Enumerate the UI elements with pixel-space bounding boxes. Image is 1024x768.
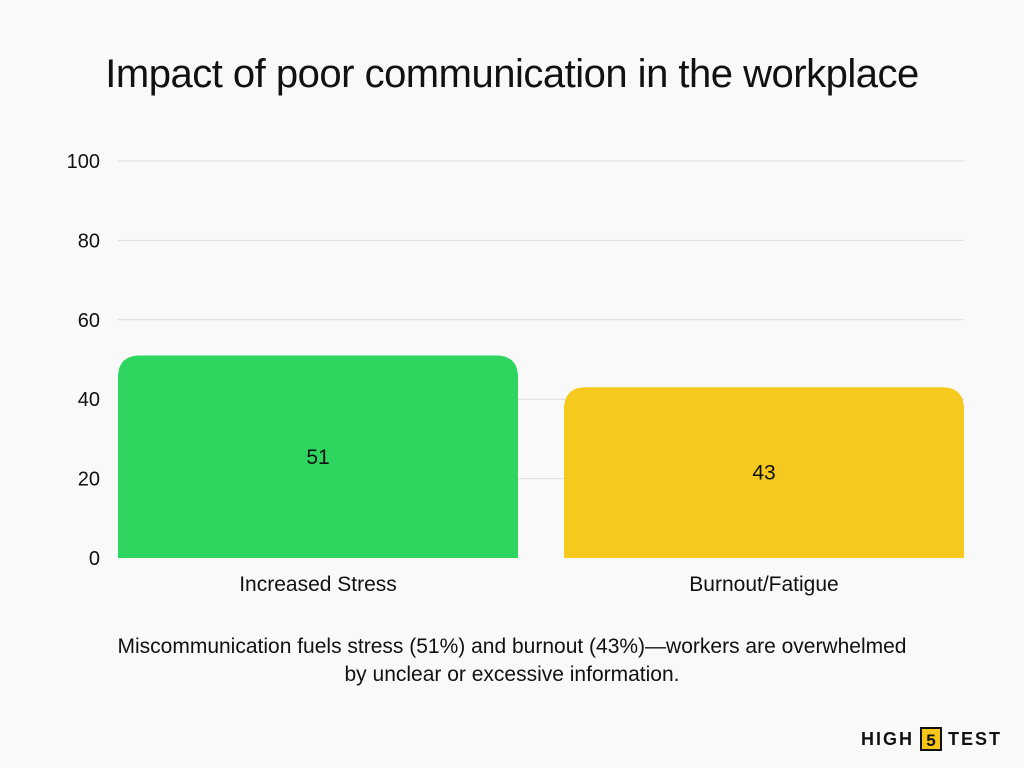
chart-title: Impact of poor communication in the work… [105,52,919,96]
data-label: 43 [752,462,775,485]
bars [118,355,964,558]
bar-chart: 0 20 40 60 80 100 51 43 Increased Stress Burnou… [67,151,964,596]
category-labels: Increased Stress Burnout/Fatigue [239,573,839,596]
chart-caption: Miscommunication fuels stress (51%) and … [117,635,907,686]
y-tick-label: 100 [67,151,100,173]
brand-right: TEST [947,728,1002,749]
y-tick-label: 80 [78,230,100,252]
brand-five-box: 5 [919,727,942,751]
y-tick-label: 40 [78,389,100,411]
bar-burnout-fatigue [564,387,964,558]
brand-left: HIGH [860,728,914,749]
bar-increased-stress [118,355,518,558]
category-label: Increased Stress [239,573,397,596]
category-label: Burnout/Fatigue [689,573,838,596]
y-tick-label: 0 [89,548,100,570]
brand-logo: HIGH 5 TEST [861,726,1002,752]
y-axis-ticks: 0 20 40 60 80 100 [67,151,100,570]
y-tick-label: 20 [78,469,100,491]
y-tick-label: 60 [78,310,100,332]
data-labels: 51 43 [306,446,775,485]
data-label: 51 [306,446,329,469]
